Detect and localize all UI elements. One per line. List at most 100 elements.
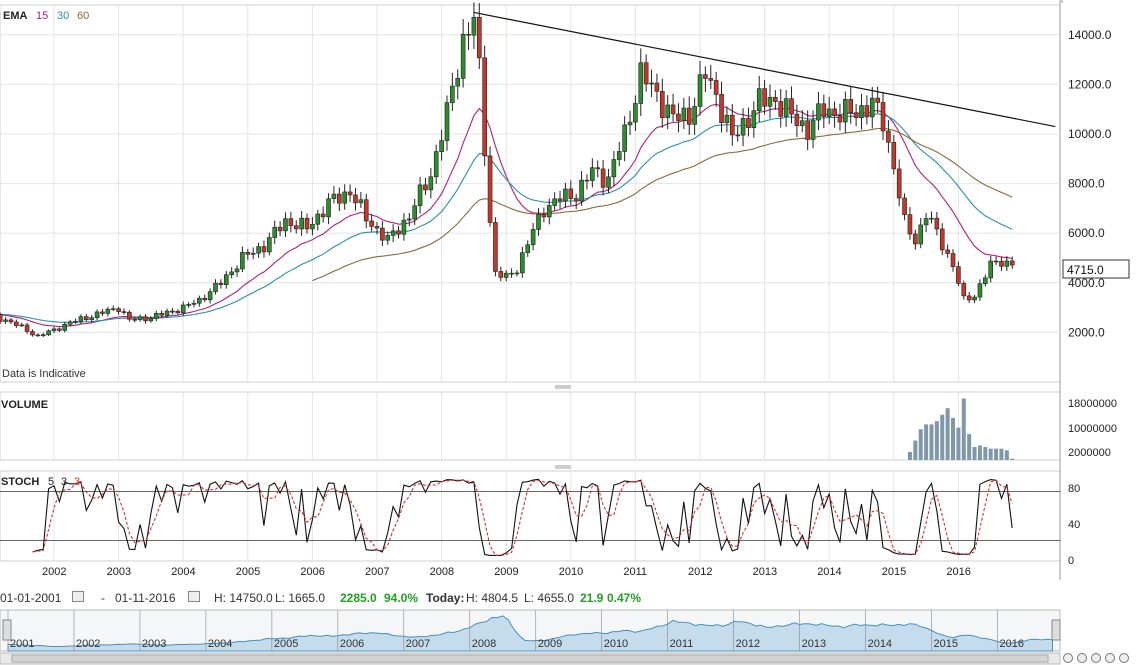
from-date[interactable]: 01-01-2001 — [0, 591, 62, 605]
candle-down — [493, 222, 498, 272]
current-price-box — [1062, 259, 1130, 279]
candle-up — [783, 98, 789, 117]
candle-up — [983, 277, 988, 285]
candle-up — [213, 282, 218, 292]
candle-up — [816, 103, 821, 121]
candle-down — [907, 214, 913, 235]
x-axis-tick-label: 2014 — [817, 566, 841, 578]
candle-down — [789, 98, 794, 115]
navigator-year-label: 2005 — [274, 638, 298, 650]
x-axis-tick-label: 2003 — [107, 566, 131, 578]
candle-down — [337, 193, 342, 204]
candle-down — [304, 217, 310, 230]
candle-up — [51, 328, 57, 332]
candle-up — [73, 320, 78, 323]
calendar-icon[interactable] — [72, 591, 84, 602]
navigator-year-label: 2015 — [934, 638, 958, 650]
candle-down — [363, 199, 369, 222]
candle-up — [417, 184, 423, 207]
candle-down — [1009, 260, 1015, 266]
candle-up — [697, 74, 703, 107]
candle-down — [934, 217, 940, 230]
navigator-year-label: 2011 — [670, 638, 694, 650]
x-axis-tick-label: 2015 — [882, 566, 906, 578]
to-date[interactable]: 01-11-2016 — [115, 591, 176, 605]
x-axis-tick-label: 2011 — [623, 566, 647, 578]
scroll-left-icon[interactable] — [1063, 653, 1073, 663]
candle-up — [988, 260, 994, 279]
candle-down — [159, 312, 164, 316]
overlays — [473, 11, 1056, 128]
candle-up — [444, 102, 450, 141]
volume-tick-label: 10000000 — [1068, 423, 1117, 435]
navigator-year-label: 2001 — [10, 638, 34, 650]
ema-legend-label: EMA — [3, 10, 28, 22]
navigator-left-handle[interactable] — [2, 619, 12, 641]
candle-down — [853, 112, 859, 118]
candle-down — [703, 74, 708, 79]
ema-60-line — [312, 127, 1013, 282]
candle-down — [245, 252, 251, 255]
volume-bar — [934, 421, 939, 460]
candle-down — [875, 97, 880, 103]
candle-down — [374, 226, 380, 229]
volume-tick-label: 18000000 — [1068, 398, 1117, 410]
x-axis-tick-label: 2010 — [559, 566, 583, 578]
candle-up — [536, 213, 541, 230]
navigator-right-handle[interactable] — [1051, 619, 1061, 641]
x-axis-tick-label: 2007 — [365, 566, 389, 578]
candle-down — [713, 80, 719, 95]
stoch-tick-label: 80 — [1068, 483, 1080, 495]
candle-up — [649, 82, 654, 85]
navigator-series — [7, 615, 1053, 652]
reset-icon[interactable] — [1105, 653, 1115, 663]
price-grid — [0, 0, 1063, 580]
stoch-param: 3 — [74, 476, 80, 488]
candle-up — [627, 121, 633, 126]
candle-down — [175, 310, 181, 314]
candle-up — [299, 217, 304, 230]
candle-down — [654, 82, 660, 92]
candle-down — [482, 57, 487, 157]
candle-up — [1004, 260, 1010, 267]
candle-down — [132, 318, 138, 321]
stoch-param: 5 — [48, 476, 54, 488]
candle-down — [805, 120, 810, 140]
candle-up — [724, 114, 730, 124]
stoch-k-line — [32, 478, 1013, 556]
candle-up — [186, 304, 191, 306]
candle-up — [756, 88, 762, 112]
candle-up — [455, 78, 461, 87]
navigator-area[interactable]: 2001 2002 2003 2004 2005 2006 2007 2008 2009 2010… — [0, 609, 1129, 665]
volume-bar — [961, 398, 966, 460]
zoom-in-icon[interactable] — [1077, 653, 1087, 663]
candle-up — [433, 151, 439, 178]
candle-up — [799, 120, 805, 126]
calendar-icon[interactable] — [188, 591, 200, 602]
volume-bar — [977, 445, 982, 460]
volume-bar — [929, 424, 934, 460]
navigator-scrollbar-thumb[interactable] — [11, 654, 1049, 663]
candle-down — [8, 319, 14, 323]
candle-up — [611, 159, 617, 178]
candle-down — [993, 260, 999, 263]
y-axis-tick-label: 12000.0 — [1068, 77, 1112, 91]
candle-up — [546, 205, 552, 218]
candle-down — [950, 253, 956, 267]
candle-up — [35, 334, 41, 337]
volume-bar — [988, 448, 993, 460]
zoom-icon[interactable] — [1119, 653, 1129, 663]
navigator-year-label: 2010 — [604, 638, 628, 650]
x-axis-tick-label: 2005 — [236, 566, 260, 578]
candle-up — [590, 167, 595, 181]
candle-down — [487, 155, 493, 223]
navigator-year-label: 2003 — [142, 638, 166, 650]
volume-bar — [956, 427, 961, 460]
zoom-out-icon[interactable] — [1091, 653, 1101, 663]
candle-down — [30, 331, 35, 336]
candle-down — [568, 188, 574, 199]
period-change: 2285.0 — [340, 591, 377, 605]
candle-down — [735, 134, 740, 137]
navigator-year-label: 2013 — [802, 638, 826, 650]
x-axis-tick-label: 2006 — [300, 566, 324, 578]
